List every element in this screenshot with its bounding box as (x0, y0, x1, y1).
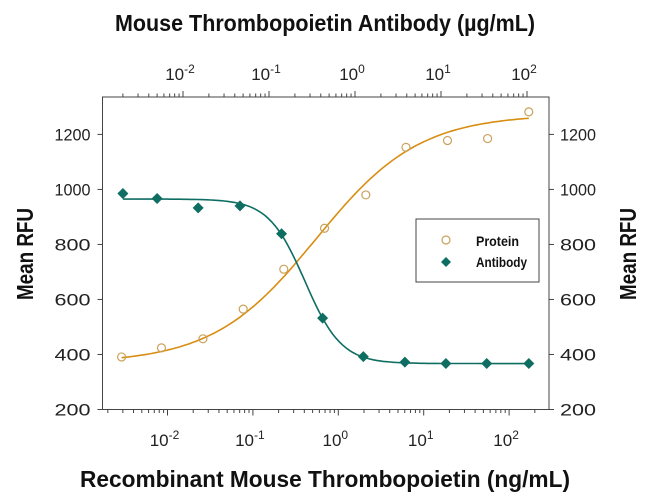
data-point-antibody (151, 193, 163, 205)
data-points (116, 107, 535, 370)
data-point-protein (524, 107, 534, 117)
x-bottom-tick-label: 101 (408, 428, 434, 450)
data-point-protein (279, 264, 289, 274)
data-point-antibody (276, 228, 288, 240)
legend: Protein Antibody (415, 218, 540, 283)
chart-title: Mouse Thrombopoietin Antibody (µg/mL) (115, 10, 535, 36)
y-tick-label-right: 1000 (560, 180, 596, 199)
data-point-protein (361, 190, 371, 200)
data-point-protein (156, 343, 167, 353)
x-bottom-tick-label: 102 (493, 428, 519, 450)
y-tick-label-left: 800 (55, 235, 91, 254)
data-point-antibody (317, 312, 329, 324)
fit-curve-antibody (122, 198, 529, 365)
legend-antibody-marker (441, 257, 451, 267)
data-point-antibody (523, 358, 535, 370)
data-point-protein (319, 223, 330, 233)
y-tick-label-right: 400 (560, 345, 596, 364)
legend-protein-marker (441, 235, 451, 245)
x-top-tick-label: 10-2 (165, 62, 195, 84)
x-top-tick-label: 102 (511, 62, 537, 84)
axes: 200 200 400 400 600 600 800 800 1000 1000 1200 1200… (55, 62, 597, 450)
data-point-antibody (399, 356, 411, 368)
data-point-antibody (357, 351, 369, 363)
data-point-protein (401, 142, 411, 152)
y-tick-label-left: 1000 (55, 180, 91, 199)
fit-curves (121, 117, 529, 365)
y-tick-label-left: 400 (55, 345, 91, 364)
data-point-antibody (234, 200, 246, 212)
fit-curve-protein (121, 117, 529, 359)
y-tick-label-left: 600 (55, 290, 91, 309)
data-point-protein (116, 352, 127, 362)
legend-antibody-label: Antibody (476, 254, 527, 270)
x-top-tick-label: 101 (425, 62, 451, 84)
data-point-protein (198, 334, 208, 344)
data-point-protein (442, 135, 453, 146)
y-tick-label-right: 200 (560, 401, 596, 420)
y-tick-label-right: 1200 (560, 125, 596, 144)
data-point-antibody (117, 188, 129, 200)
x-bottom-tick-label: 10-2 (150, 428, 180, 450)
legend-box (415, 218, 540, 283)
data-point-protein (238, 304, 248, 314)
data-point-antibody (481, 358, 493, 370)
y-axis-label-left: Mean RFU (12, 208, 38, 300)
y-tick-label-left: 200 (55, 401, 91, 420)
plot-frame (102, 96, 550, 410)
y-tick-label-left: 1200 (55, 125, 91, 144)
x-bottom-tick-label: 100 (322, 428, 348, 450)
legend-protein-label: Protein (476, 233, 519, 249)
x-top-tick-label: 10-1 (251, 62, 281, 84)
y-axis-label-right: Mean RFU (615, 208, 641, 300)
data-point-protein (482, 133, 493, 144)
data-point-antibody (440, 358, 452, 370)
y-tick-label-right: 600 (560, 290, 596, 309)
y-tick-label-right: 800 (560, 235, 596, 254)
data-point-antibody (192, 202, 204, 214)
x-axis-label: Recombinant Mouse Thrombopoietin (ng/mL) (80, 466, 570, 492)
x-bottom-tick-label: 10-1 (235, 428, 265, 450)
x-top-tick-label: 100 (339, 62, 365, 84)
